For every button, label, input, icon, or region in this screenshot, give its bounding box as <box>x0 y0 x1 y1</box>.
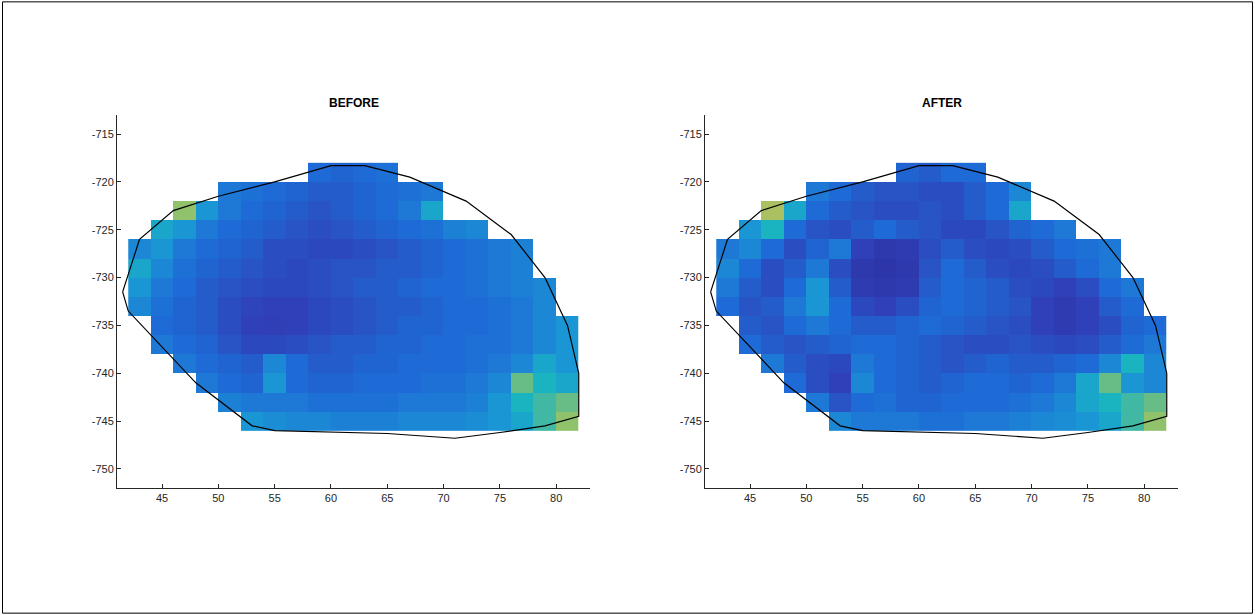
svg-text:45: 45 <box>156 492 168 504</box>
svg-text:80: 80 <box>550 492 562 504</box>
svg-text:65: 65 <box>969 492 981 504</box>
svg-text:-715: -715 <box>680 128 702 140</box>
svg-text:-720: -720 <box>680 176 702 188</box>
svg-text:55: 55 <box>857 492 869 504</box>
svg-text:AFTER: AFTER <box>922 96 962 110</box>
svg-text:-730: -730 <box>92 271 114 283</box>
svg-text:-715: -715 <box>92 128 114 140</box>
svg-text:-745: -745 <box>92 415 114 427</box>
svg-text:-725: -725 <box>92 224 114 236</box>
svg-text:-735: -735 <box>92 319 114 331</box>
svg-text:50: 50 <box>212 492 224 504</box>
svg-text:50: 50 <box>800 492 812 504</box>
svg-text:60: 60 <box>913 492 925 504</box>
svg-text:60: 60 <box>325 492 337 504</box>
svg-text:-750: -750 <box>680 463 702 475</box>
svg-text:-735: -735 <box>680 319 702 331</box>
svg-text:-725: -725 <box>680 224 702 236</box>
svg-text:-740: -740 <box>92 367 114 379</box>
svg-text:55: 55 <box>269 492 281 504</box>
svg-text:80: 80 <box>1138 492 1150 504</box>
svg-text:-750: -750 <box>92 463 114 475</box>
svg-text:65: 65 <box>381 492 393 504</box>
svg-text:75: 75 <box>1082 492 1094 504</box>
svg-text:-730: -730 <box>680 271 702 283</box>
svg-text:75: 75 <box>494 492 506 504</box>
svg-text:-745: -745 <box>680 415 702 427</box>
svg-text:-740: -740 <box>680 367 702 379</box>
svg-text:70: 70 <box>437 492 449 504</box>
svg-text:45: 45 <box>744 492 756 504</box>
svg-text:70: 70 <box>1025 492 1037 504</box>
svg-text:BEFORE: BEFORE <box>329 96 379 110</box>
svg-text:-720: -720 <box>92 176 114 188</box>
